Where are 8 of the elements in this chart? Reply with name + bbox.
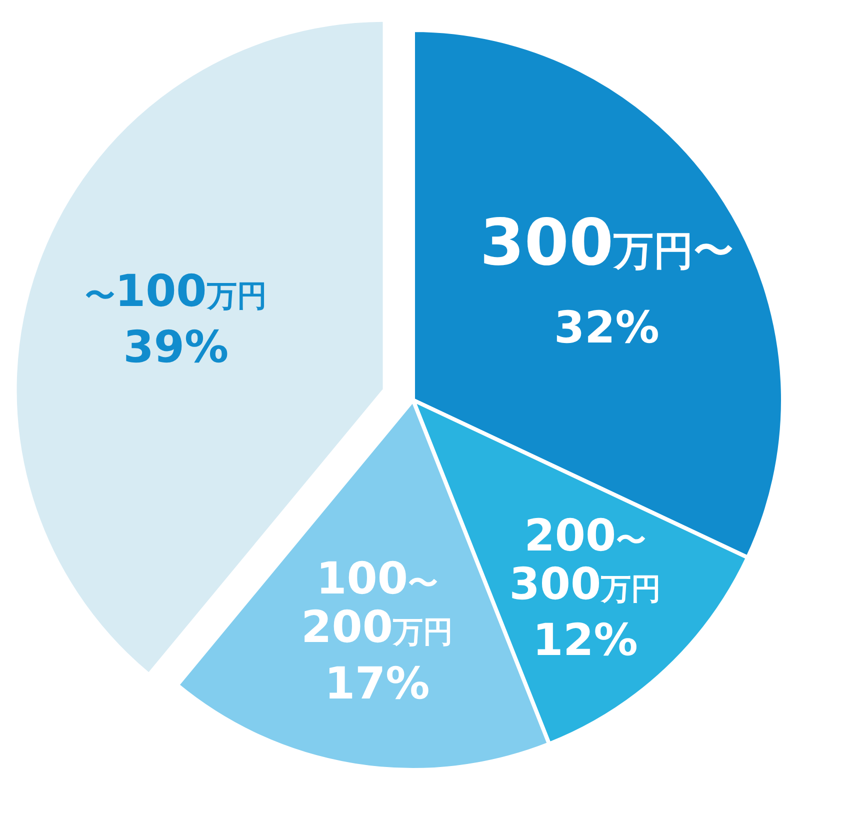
slice-label: 〜100万円 bbox=[84, 266, 267, 317]
slice-label: 200〜300万円 bbox=[509, 510, 662, 610]
data-label: 17% bbox=[324, 658, 430, 710]
slice-label: 300万円〜 bbox=[480, 206, 734, 280]
data-label: 12% bbox=[532, 615, 638, 666]
slice-label: 100〜200万円 bbox=[301, 554, 454, 653]
data-label: 39% bbox=[123, 322, 229, 374]
data-label: 32% bbox=[554, 302, 660, 354]
